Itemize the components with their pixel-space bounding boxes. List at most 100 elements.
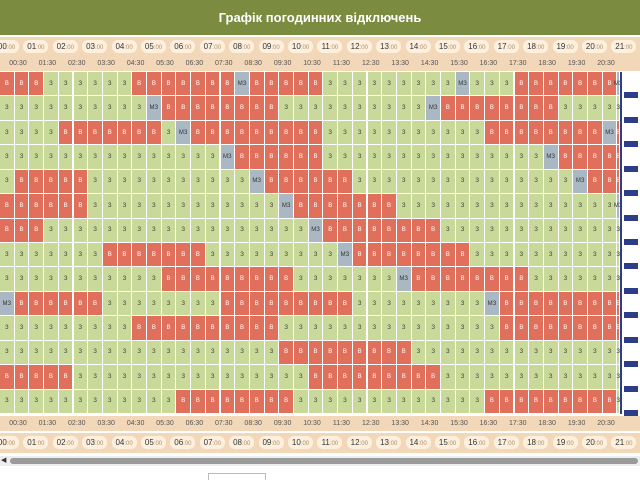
schedule-cell: З [396, 120, 412, 146]
schedule-cell: З [44, 316, 59, 341]
top-hour-label: 20:00 [582, 40, 607, 53]
schedule-cell: МЗ [396, 267, 412, 292]
schedule-cell: З [294, 316, 309, 341]
schedule-cell: З [147, 169, 162, 195]
scroll-left-arrow-icon[interactable]: ◀ [1, 457, 7, 464]
schedule-cell: З [514, 169, 530, 195]
top-hour-label: 07:00 [199, 40, 225, 53]
schedule-cell: З [58, 243, 74, 268]
schedule-cell: В [499, 389, 515, 414]
side-indicator-mark [624, 263, 638, 270]
schedule-cell: З [602, 267, 618, 292]
schedule-title: Графік погодинних відключень [0, 0, 640, 35]
schedule-cell: З [161, 218, 177, 243]
schedule-cell: В [132, 120, 147, 146]
schedule-cell: В [58, 194, 74, 219]
schedule-cell: З [176, 169, 192, 195]
schedule-cell: В [249, 120, 265, 146]
schedule-cell: З [382, 96, 397, 121]
schedule-cell: В [14, 365, 30, 390]
schedule-cell: З [485, 340, 500, 366]
top-hour-label: 09:00 [258, 40, 284, 53]
top-hour-label: 10:00 [288, 40, 313, 53]
side-indicator-mark [624, 141, 638, 148]
schedule-cell: В [308, 194, 324, 219]
top-half-label: 07:30 [215, 60, 233, 67]
bottom-hour-label: 08:00 [229, 436, 255, 449]
schedule-cell: З [323, 243, 339, 268]
schedule-cell: В [191, 72, 206, 97]
schedule-cell: В [588, 291, 603, 317]
schedule-cell: З [529, 169, 544, 195]
bottom-hour-label: 02:00 [52, 436, 78, 449]
schedule-cell: З [382, 72, 397, 97]
bottom-half-label: 20:30 [597, 420, 615, 427]
top-half-label: 11:30 [332, 60, 350, 67]
schedule-cell: З [88, 316, 103, 341]
schedule-cell: В [14, 194, 30, 219]
schedule-cell: В [249, 389, 265, 414]
schedule-cell: З [44, 145, 59, 170]
schedule-cell: З [602, 340, 618, 366]
schedule-cell: З [132, 365, 147, 390]
schedule-cell: МЗ [0, 291, 15, 317]
top-hour-label: 08:00 [229, 40, 255, 53]
schedule-cell: З [279, 243, 294, 268]
schedule-cell: З [411, 316, 427, 341]
side-indicator-mark [624, 214, 638, 221]
horizontal-scrollbar[interactable]: ◀ [0, 456, 640, 466]
top-hour-label: 12:00 [346, 40, 372, 53]
schedule-cell: В [132, 243, 147, 268]
schedule-cell: З [367, 267, 383, 292]
schedule-cell: В [161, 96, 177, 121]
top-hour-label: 17:00 [493, 40, 519, 53]
schedule-cell: З [529, 340, 544, 366]
schedule-cell: В [205, 120, 221, 146]
schedule-cell: З [88, 72, 103, 97]
schedule-cell: В [323, 194, 339, 219]
schedule-cell: З [602, 194, 618, 219]
schedule-cell: З [191, 194, 206, 219]
schedule-cell: З [73, 340, 89, 366]
schedule-cell: В [264, 96, 280, 121]
schedule-cell: В [558, 120, 574, 146]
schedule-cell: З [455, 389, 471, 414]
schedule-cell: З [455, 291, 471, 317]
bottom-half-label: 11:30 [332, 420, 350, 427]
bottom-half-label: 02:30 [68, 420, 86, 427]
schedule-cell: З [132, 145, 147, 170]
hour-header-top: 00:00 01:00 02:00 03:00 04:00 05:00 06:00 07:00… [0, 37, 640, 57]
schedule-cell: В [352, 218, 368, 243]
schedule-cell: З [220, 340, 236, 366]
schedule-cell: В [411, 243, 427, 268]
schedule-cell: З [323, 96, 339, 121]
schedule-cell: В [573, 145, 588, 170]
schedule-cell: З [58, 340, 74, 366]
schedule-cell: З [14, 340, 30, 366]
schedule-cell: В [588, 145, 603, 170]
schedule-cell: В [514, 96, 530, 121]
side-indicator-mark [624, 92, 638, 99]
schedule-cell: В [191, 96, 206, 121]
schedule-cell: З [102, 96, 118, 121]
schedule-cell: З [102, 316, 118, 341]
schedule-cell: З [88, 169, 103, 195]
schedule-cell: З [616, 218, 620, 243]
bottom-hour-label: 11:00 [317, 436, 343, 449]
schedule-cell: В [176, 96, 192, 121]
schedule-cell: МЗ [176, 120, 192, 146]
bottom-hour-label: 05:00 [141, 436, 166, 449]
schedule-cell: В [588, 72, 603, 97]
schedule-cell: В [147, 243, 162, 268]
half-hour-header-top: 00:30 01:30 02:30 03:30 04:30 05:30 06:30 07:30… [0, 56, 640, 71]
schedule-cell: З [411, 120, 427, 146]
schedule-cell: В [308, 291, 324, 317]
schedule-cell: З [161, 194, 177, 219]
schedule-cell: З [441, 169, 456, 195]
scrollbar-thumb[interactable] [10, 458, 638, 464]
schedule-cell: З [411, 291, 427, 317]
schedule-cell: З [73, 389, 89, 414]
schedule-cell: З [558, 243, 574, 268]
schedule-cell: З [411, 389, 427, 414]
bottom-control-box[interactable] [208, 473, 266, 480]
